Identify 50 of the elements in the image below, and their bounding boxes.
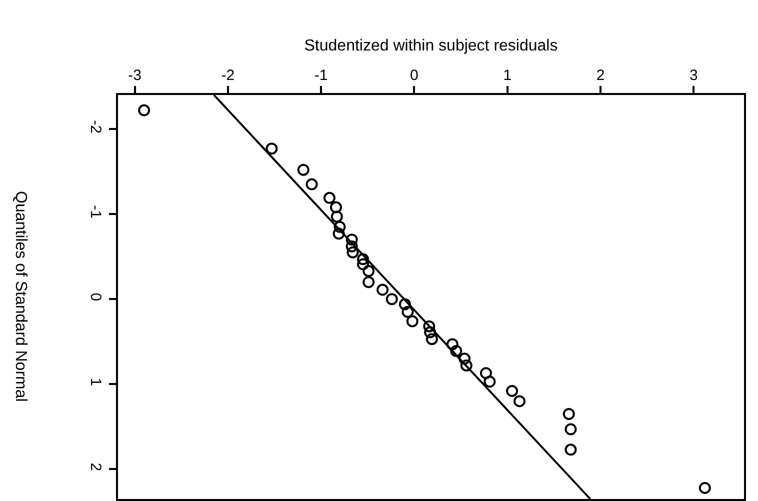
point [450,345,462,358]
point [506,384,518,397]
x-tick-label: -1 [314,67,328,84]
point [334,220,346,233]
point [562,408,575,420]
point [346,240,358,252]
point [323,192,336,204]
point [423,320,436,332]
y-tick-label: -2 [87,120,104,134]
x-tick-label: 0 [410,67,418,84]
point [564,423,577,436]
x-tick-label: 3 [690,67,698,84]
y-tick-label: 2 [87,462,104,472]
point [484,376,496,388]
point [362,265,375,278]
y-tick-label: 1 [87,378,104,386]
point [460,359,472,372]
point [362,276,375,288]
point [446,338,458,350]
y-tick-label: -1 [87,205,104,218]
point [514,395,526,408]
y-axis-title: Quantiles of Standard Normal [12,191,29,402]
point [346,234,358,246]
point [266,142,278,155]
point [564,444,577,456]
point [698,482,711,494]
point [346,246,359,258]
point [406,315,418,328]
point [386,293,398,306]
y-tick-label: 0 [87,292,104,302]
point [297,164,310,176]
point [376,284,389,296]
point [398,298,411,310]
point [357,253,369,266]
x-tick-label: -3 [128,67,142,84]
point [426,333,438,346]
x-tick-label: -2 [221,67,235,84]
point [330,201,342,214]
point [357,258,369,270]
point [332,228,345,240]
point [458,352,471,365]
point [480,367,492,380]
point [306,178,318,190]
x-tick-label: 2 [596,67,605,84]
x-axis-title: Studentized within subject residuals [304,37,558,54]
x-tick-label: 1 [503,67,512,84]
point [330,210,343,223]
point [138,104,150,116]
point [402,306,414,318]
point [424,326,436,338]
